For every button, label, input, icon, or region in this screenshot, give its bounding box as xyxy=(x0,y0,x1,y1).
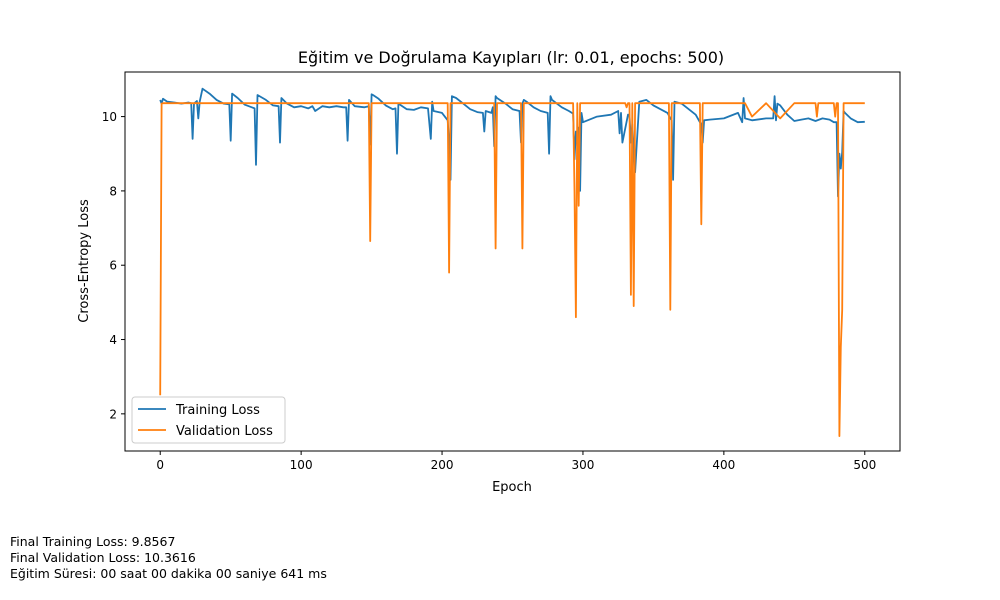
series-line-training xyxy=(159,87,865,198)
y-tick-label: 6 xyxy=(109,259,117,273)
legend: Training Loss Validation Loss xyxy=(131,396,286,444)
y-tick-label: 4 xyxy=(109,333,117,347)
training-summary: Final Training Loss: 9.8567 Final Valida… xyxy=(10,534,327,582)
x-tick-label: 0 xyxy=(156,458,164,472)
legend-box xyxy=(131,396,286,444)
x-tick-label: 500 xyxy=(853,458,876,472)
y-axis: 2 4 6 8 10 xyxy=(102,110,125,421)
chart-title: Eğitim ve Doğrulama Kayıpları (lr: 0.01,… xyxy=(298,48,724,67)
x-axis-label: Epoch xyxy=(492,480,532,495)
x-axis: 0 100 200 300 400 500 xyxy=(156,451,876,472)
plot-frame xyxy=(124,71,901,452)
legend-label-training: Training Loss xyxy=(175,403,260,418)
x-tick-label: 300 xyxy=(572,458,595,472)
legend-label-validation: Validation Loss xyxy=(176,424,273,439)
plot-area xyxy=(159,87,865,438)
y-tick-label: 2 xyxy=(109,407,117,421)
y-tick-label: 10 xyxy=(102,110,117,124)
y-tick-label: 8 xyxy=(109,184,117,198)
final-validation-loss: Final Validation Loss: 10.3616 xyxy=(10,550,196,565)
series-line-validation xyxy=(159,102,865,438)
training-time: Eğitim Süresi: 00 saat 00 dakika 00 sani… xyxy=(10,566,327,581)
final-training-loss: Final Training Loss: 9.8567 xyxy=(10,534,176,549)
x-tick-label: 200 xyxy=(431,458,454,472)
x-tick-label: 100 xyxy=(290,458,313,472)
y-axis-label: Cross-Entropy Loss xyxy=(77,199,92,323)
x-tick-label: 400 xyxy=(712,458,735,472)
